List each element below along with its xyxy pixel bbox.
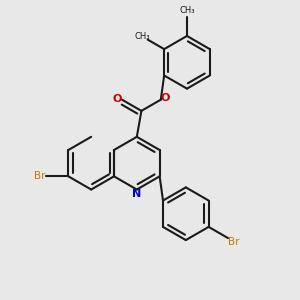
Text: Br: Br: [228, 237, 240, 247]
Text: CH₃: CH₃: [135, 32, 150, 41]
Text: O: O: [161, 93, 170, 103]
Text: Br: Br: [34, 171, 45, 181]
Text: CH₃: CH₃: [179, 6, 195, 15]
Text: N: N: [132, 189, 142, 200]
Text: O: O: [113, 94, 122, 104]
